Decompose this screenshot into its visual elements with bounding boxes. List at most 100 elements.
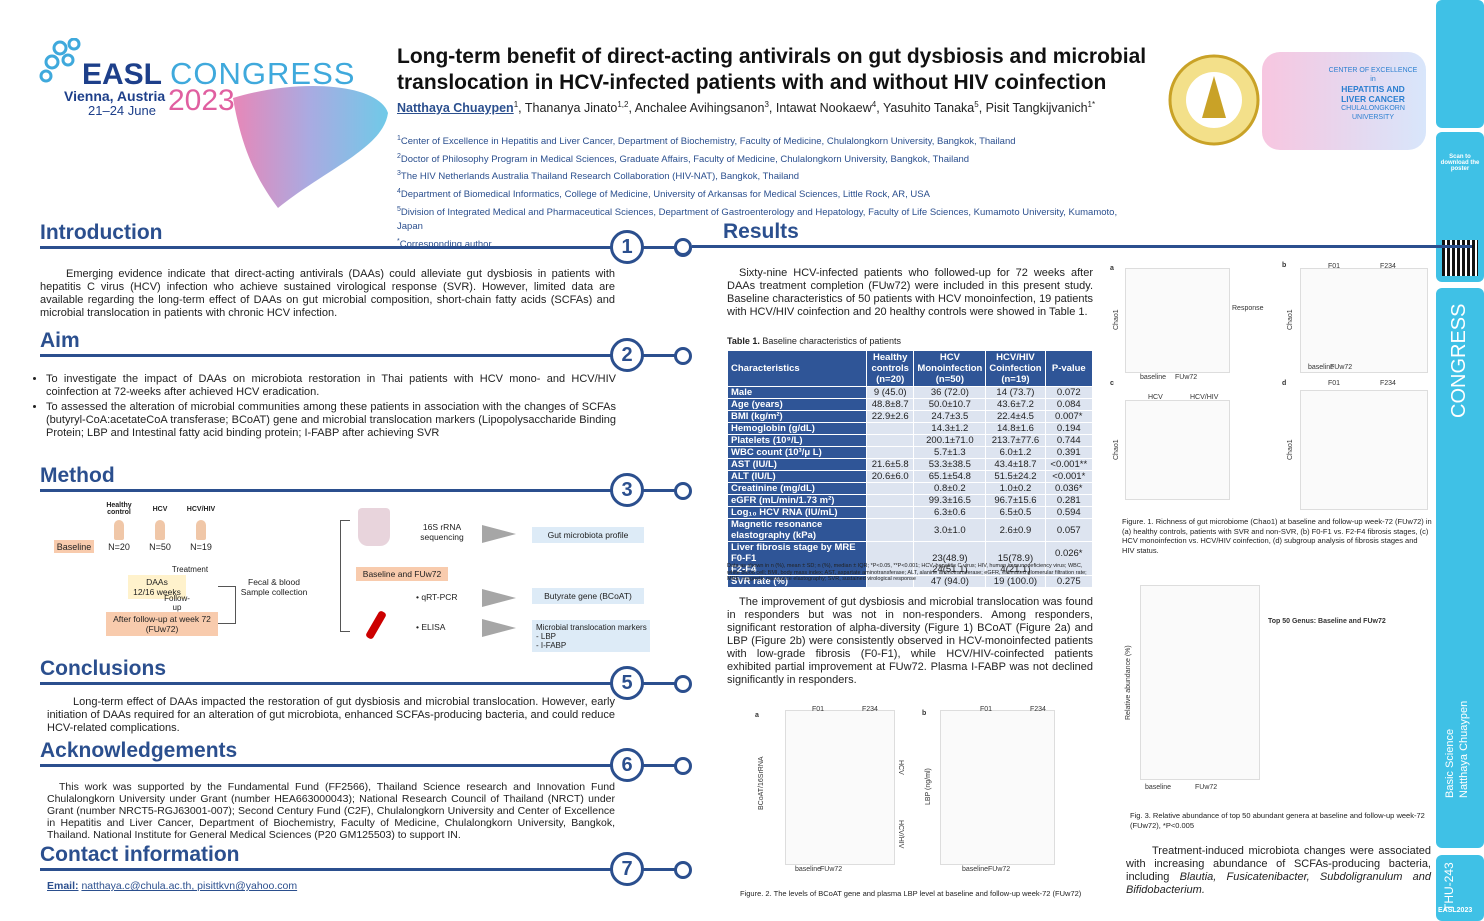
author-sup: 3 (764, 100, 769, 109)
tube-icon (365, 610, 387, 640)
figure-label: baseline (1140, 374, 1167, 381)
figure-panel (1125, 268, 1230, 373)
table-cell: 0.275 (1044, 575, 1094, 588)
table-row: Creatinine (mg/dL) 0.8±0.2 1.0±0.2 0.036* (727, 482, 1094, 495)
table-caption-bold: Table 1. (727, 336, 760, 346)
table-cell: 43.6±7.2 (985, 398, 1046, 411)
figure-label: HCV (1148, 394, 1163, 401)
arrow (482, 525, 516, 543)
figure-label: FUw72 (820, 866, 843, 873)
sb-author: Natthaya Chuaypen (1458, 700, 1470, 798)
table-cell: 6.5±0.5 (985, 506, 1046, 519)
figure-label: F234 (1380, 380, 1396, 387)
table-cell: <0.001** (1044, 458, 1094, 471)
emails[interactable]: natthaya.c@chula.ac.th, pisittkvn@yahoo.… (81, 880, 298, 892)
person-icon (155, 520, 165, 540)
section-heading: Acknowledgements (40, 739, 238, 762)
aff-sup: 5 (397, 205, 401, 213)
assay: • qRT-PCR (416, 592, 458, 602)
table-header-cell: P-value (1044, 350, 1094, 387)
figure-panel (940, 710, 1055, 865)
table-row: eGFR (mL/min/1.73 m²) 99.3±16.5 96.7±15.6 0… (727, 494, 1094, 507)
table-cell: 0.026* (1044, 541, 1094, 576)
author-name: Thananya Jinato (524, 101, 618, 116)
section-rule (610, 354, 683, 357)
table-header-cell: Characteristics (727, 350, 867, 387)
table-cell: 20.6±6.0 (865, 470, 915, 483)
daas: DAAs 12/16 weeks (128, 575, 186, 599)
figure-label: F01 (1328, 380, 1341, 387)
table-cell: WBC count (10³/μ L) (727, 446, 867, 459)
affiliations: 1Center of Excellence in Hepatitis and L… (397, 132, 1127, 252)
section-heading: Contact information (40, 843, 240, 866)
figure-label: Relative abundance (%) (1125, 645, 1132, 720)
figure-label: a (755, 712, 759, 719)
figure-label: baseline (1145, 784, 1172, 791)
section-heading: Results (723, 220, 799, 243)
table-row: Hemoglobin (g/dL) 14.3±1.2 14.8±1.6 0.194 (727, 422, 1094, 435)
figure-label: F01 (1328, 263, 1341, 270)
center-logo-line: LIVER CANCER (1341, 94, 1405, 104)
figure-label: FUw72 (988, 866, 1011, 873)
university-seal (1168, 54, 1260, 146)
section-rule (40, 868, 610, 871)
table-header-cell: HCV/HIV Coinfection (n=19) (985, 350, 1046, 387)
section-heading: Method (40, 464, 115, 487)
figure-label: Chao1 (1113, 439, 1120, 460)
figure-label: Response (1232, 305, 1264, 312)
followup: Follow-up (164, 594, 190, 612)
table-row: ALT (IU/L) 20.6±6.0 65.1±54.8 51.5±24.2 <0.0… (727, 470, 1094, 483)
table-cell (865, 575, 915, 588)
author-name: Anchalee Avihingsanon (634, 101, 765, 116)
table-cell: 0.036* (1044, 482, 1094, 495)
text3: Treatment-induced microbiota changes wer… (1126, 845, 1431, 883)
output: Gut microbiota profile (532, 527, 644, 543)
table-cell: 0.057 (1044, 518, 1094, 542)
section-heading: Conclusions (40, 657, 167, 680)
figure-panel (1125, 400, 1230, 500)
treatment: Treatment (171, 564, 209, 574)
intro-text: Emerging evidence indicate that direct-a… (40, 268, 615, 319)
table-cell: 53.3±38.5 (913, 458, 987, 471)
figure-label: FUw72 (1195, 784, 1218, 791)
table-row: BMI (kg/m²) 22.9±2.6 24.7±3.5 22.4±4.5 0.007… (727, 410, 1094, 423)
output: Microbial translocation markers - LBP - … (532, 620, 650, 652)
sidebar-qr: Scan to download the poster (1436, 132, 1484, 282)
aim-item: To assessed the alteration of microbial … (46, 401, 616, 440)
center-logo: CENTER OF EXCELLENCE in HEPATITIS AND LIVER… (1262, 52, 1426, 150)
table-cell (865, 434, 915, 447)
sb-tag: EASL2023 (1438, 907, 1473, 914)
section-rule (40, 764, 610, 767)
bracket (340, 520, 350, 632)
table-cell: 36 (72.0) (913, 386, 987, 399)
scan-text: Scan to download the poster (1440, 154, 1480, 172)
aff-sup: * (397, 237, 400, 245)
affiliation: 5Division of Integrated Medical and Phar… (397, 203, 1127, 235)
section-rule (610, 868, 683, 871)
table-row: Age (years) 48.8±8.7 50.0±10.7 43.6±7.2 0.08… (727, 398, 1094, 411)
affiliation: 2Doctor of Philosophy Program in Medical… (397, 150, 1127, 168)
table-cell: AST (IU/L) (727, 458, 867, 471)
figure-label: baseline (1308, 364, 1335, 371)
sb-code: THU-243 (1442, 862, 1456, 911)
count: N=20 (108, 542, 130, 552)
table-cell: 213.7±77.6 (985, 434, 1046, 447)
table-cell (865, 494, 915, 507)
figure-label: b (922, 710, 927, 717)
table-cell: 19 (100.0) (985, 575, 1046, 588)
sb-topic: Basic Science (1444, 728, 1456, 798)
figure-label: Chao1 (1287, 309, 1294, 330)
figure-label: baseline (795, 866, 822, 873)
table-cell: 0.744 (1044, 434, 1094, 447)
section-rule (723, 245, 1472, 248)
aff-text: Doctor of Philosophy Program in Medical … (400, 153, 970, 165)
table: Characteristics Healthy controls (n=20) HC… (727, 350, 1094, 588)
affiliation: 1Center of Excellence in Hepatitis and L… (397, 132, 1127, 150)
table-cell (865, 422, 915, 435)
group-label: HCV/HIV (186, 505, 216, 513)
figure-label: FUw72 (1175, 374, 1198, 381)
aff-text: The HIV Netherlands Australia Thailand R… (400, 171, 800, 183)
center-logo-line: CENTER OF EXCELLENCE (1328, 67, 1418, 74)
table-cell: Log₁₀ HCV RNA (IU/mL) (727, 506, 867, 519)
table-cell: 0.8±0.2 (913, 482, 987, 495)
